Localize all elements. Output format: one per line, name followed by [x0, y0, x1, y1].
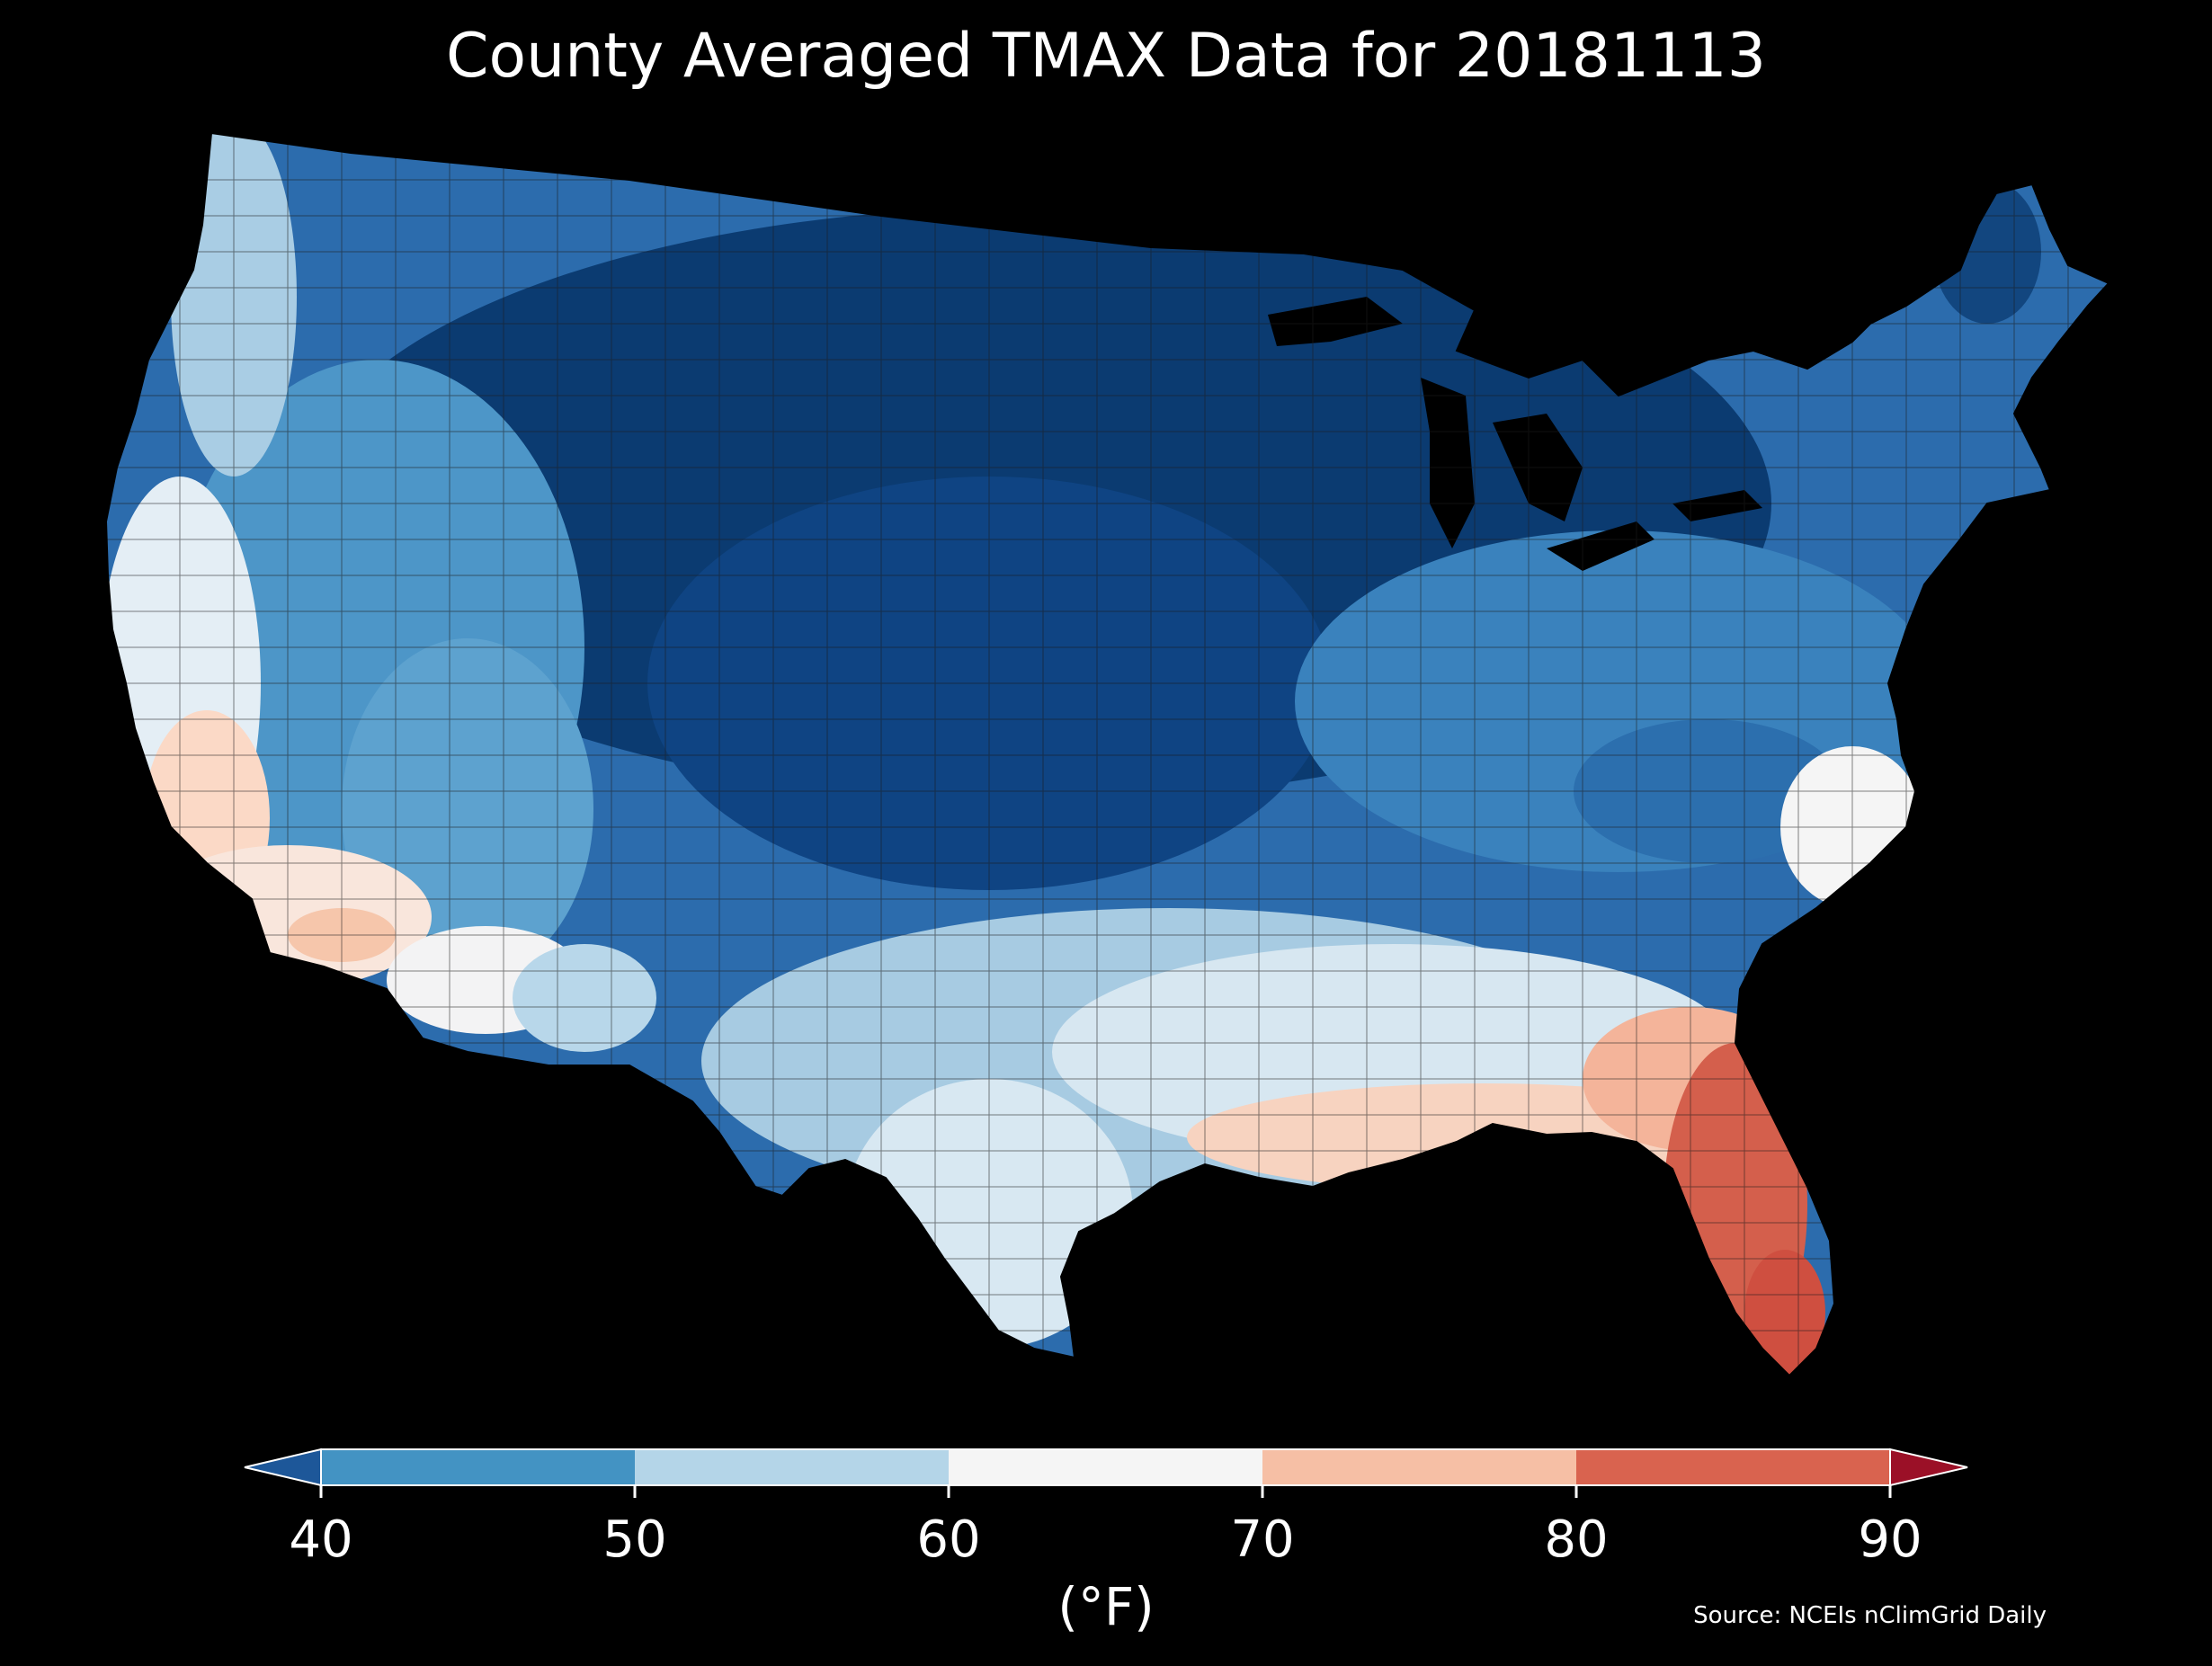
colorbar-high-extend: [1889, 1448, 1968, 1487]
lake-ontario: [1672, 490, 1762, 521]
colorbar: [244, 1448, 1968, 1498]
colorbar-tick-50: 50: [602, 1510, 667, 1569]
colorbar-bin-70-80: [1262, 1449, 1576, 1485]
colorbar-bin-60-70: [949, 1449, 1262, 1485]
colorbar-bin-80-90: [1576, 1449, 1890, 1485]
colorbar-tick-80: 80: [1544, 1510, 1609, 1569]
colorbar-bin-50-60: [635, 1449, 949, 1485]
colorbar-tick-70: 70: [1230, 1510, 1295, 1569]
south-florida-region: [1744, 1250, 1825, 1376]
map-title: County Averaged TMAX Data for 20181113: [446, 21, 1766, 92]
us-outline: [104, 131, 2110, 1377]
colorbar-tick-40: 40: [289, 1510, 353, 1569]
colorbar-bin-40-50: [321, 1449, 635, 1485]
colorbar-frame: [320, 1448, 1891, 1486]
colorbar-tick-90: 90: [1858, 1510, 1922, 1569]
colorbar-tick-60: 60: [916, 1510, 981, 1569]
lake-michigan: [1421, 378, 1475, 548]
colorbar-ticks: [319, 1485, 1892, 1498]
colorbar-low-extend: [244, 1448, 322, 1487]
source-note: Source: NCEIs nClimGrid Daily: [1693, 1602, 2047, 1629]
lake-erie: [1547, 521, 1655, 571]
arizona-east-region: [513, 944, 656, 1052]
lake-superior: [1268, 297, 1403, 346]
colorbar-unit-label: (°F): [1057, 1576, 1155, 1637]
